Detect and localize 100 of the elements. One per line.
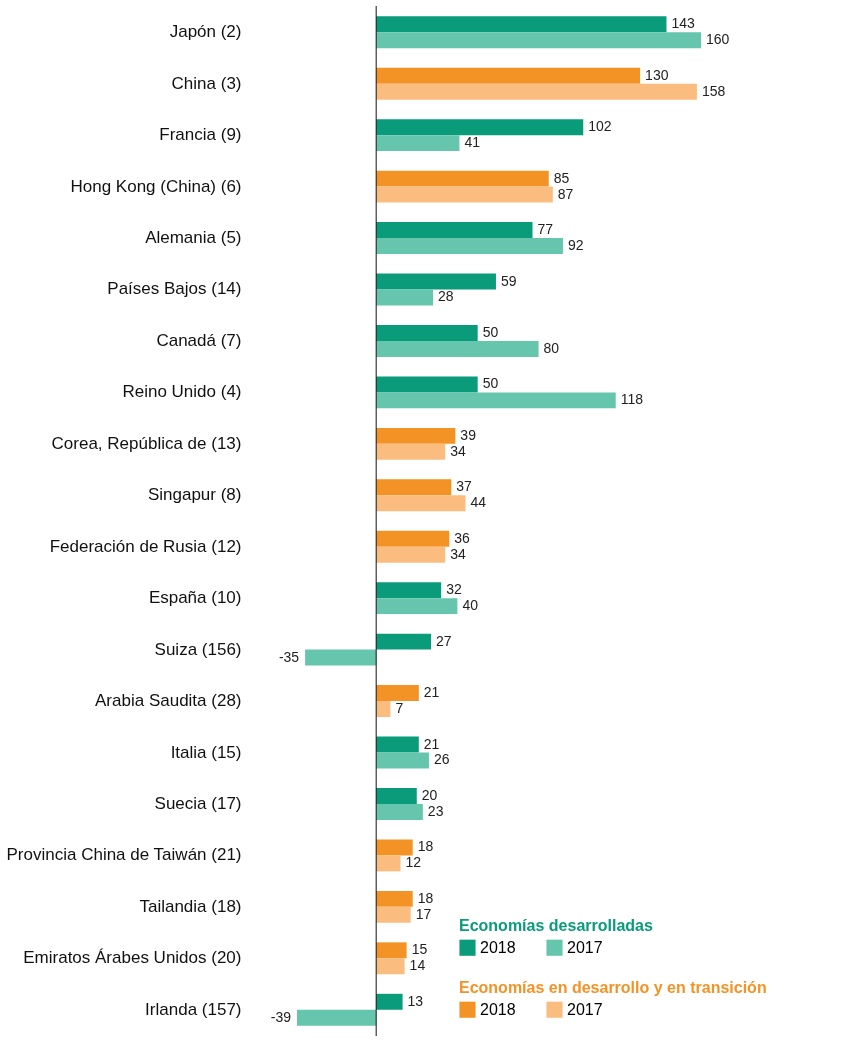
y-tick-label: Emiratos Árabes Unidos (20) [23, 948, 242, 968]
bar [376, 598, 458, 615]
data-label: 50 [482, 323, 499, 340]
y-tick-label: Países Bajos (14) [107, 279, 242, 299]
y-tick-label: Suecia (17) [154, 793, 242, 813]
data-label: 13 [407, 992, 424, 1009]
y-tick-label: Francia (9) [159, 125, 242, 145]
data-label: 12 [405, 854, 422, 871]
bar [376, 273, 496, 290]
bar [376, 633, 431, 650]
bar [376, 222, 533, 239]
bar [376, 582, 442, 599]
bar [376, 119, 584, 136]
data-label: 44 [470, 494, 487, 511]
bar [376, 83, 697, 100]
bar [376, 376, 478, 393]
data-label: 28 [438, 288, 454, 305]
data-label: 41 [464, 134, 481, 151]
bar [376, 289, 434, 306]
y-tick-label: España (10) [148, 588, 242, 608]
bar [376, 135, 460, 152]
data-label: 14 [409, 957, 426, 974]
y-tick-label: Alemania (5) [145, 228, 242, 248]
data-label: 34 [450, 545, 466, 562]
data-label: 80 [543, 339, 560, 356]
data-label: 39 [460, 426, 477, 443]
bar [376, 479, 452, 496]
data-label: 18 [417, 838, 434, 855]
bar [376, 890, 413, 907]
data-label: 40 [462, 597, 479, 614]
data-label: -39 [270, 1008, 292, 1025]
bar [376, 16, 667, 33]
data-label: 87 [557, 185, 574, 202]
data-label: 37 [456, 478, 473, 495]
bar [376, 67, 641, 84]
data-label: 59 [500, 272, 517, 289]
data-label: 34 [450, 442, 466, 459]
data-label: 17 [415, 905, 432, 922]
data-label: 21 [423, 735, 440, 752]
bar [376, 993, 403, 1010]
legend-label: 2018 [480, 1000, 516, 1018]
data-label: 92 [567, 237, 584, 254]
bar [376, 736, 419, 753]
data-label: 21 [423, 684, 440, 701]
bar [376, 942, 407, 959]
data-label: 130 [645, 66, 669, 83]
bar [376, 685, 419, 702]
bar [376, 495, 466, 512]
data-label: 26 [433, 751, 450, 768]
data-label: 7 [395, 700, 404, 717]
bar [305, 649, 377, 666]
data-label: -35 [278, 648, 300, 665]
y-tick-label: Provincia China de Taiwán (21) [6, 845, 242, 865]
data-label: 20 [421, 786, 438, 803]
bar [376, 324, 478, 341]
y-tick-label: Reino Unido (4) [122, 382, 242, 402]
data-label: 77 [537, 221, 554, 238]
y-tick-label: Japón (2) [169, 22, 242, 42]
data-label: 18 [417, 889, 434, 906]
bar [376, 855, 401, 872]
bar [376, 170, 549, 187]
bar [376, 32, 701, 49]
bar [376, 839, 413, 856]
annotation: Economías desarrolladas [459, 917, 653, 934]
y-tick-label: Italia (15) [170, 742, 242, 762]
data-label: 160 [706, 31, 730, 48]
y-tick-label: Irlanda (157) [145, 999, 242, 1019]
y-tick-label: Hong Kong (China) (6) [70, 176, 242, 196]
data-label: 85 [553, 169, 570, 186]
legend-label: 2017 [567, 1000, 603, 1018]
data-label: 15 [411, 941, 428, 958]
bar [297, 1009, 377, 1026]
bar [376, 238, 563, 254]
y-tick-label: China (3) [171, 73, 242, 93]
data-label: 143 [671, 15, 696, 32]
bar [376, 186, 553, 203]
data-label: 158 [701, 82, 726, 99]
bar [376, 443, 446, 460]
y-tick-label: Suiza (156) [154, 639, 242, 659]
bar [376, 392, 616, 409]
data-label: 23 [427, 802, 444, 819]
y-tick-label: Corea, República de (13) [51, 433, 242, 453]
bar [376, 546, 446, 563]
data-label: 36 [454, 529, 471, 546]
data-label: 27 [435, 632, 452, 649]
y-tick-label: Tailandia (18) [139, 896, 242, 916]
bar [376, 530, 450, 547]
bar [376, 788, 417, 804]
bar [376, 752, 429, 769]
legend-label: 2018 [480, 938, 516, 956]
legend-label: 2017 [567, 938, 603, 956]
data-label: 32 [446, 581, 462, 598]
bar [376, 701, 391, 718]
data-label: 50 [482, 375, 499, 392]
y-tick-label: Singapur (8) [147, 485, 242, 505]
data-label: 118 [620, 391, 644, 408]
bar [376, 427, 456, 444]
annotation: Economías en desarrollo y en transición [459, 979, 767, 996]
bar [376, 340, 539, 357]
y-tick-label: Federación de Rusia (12) [49, 536, 242, 556]
